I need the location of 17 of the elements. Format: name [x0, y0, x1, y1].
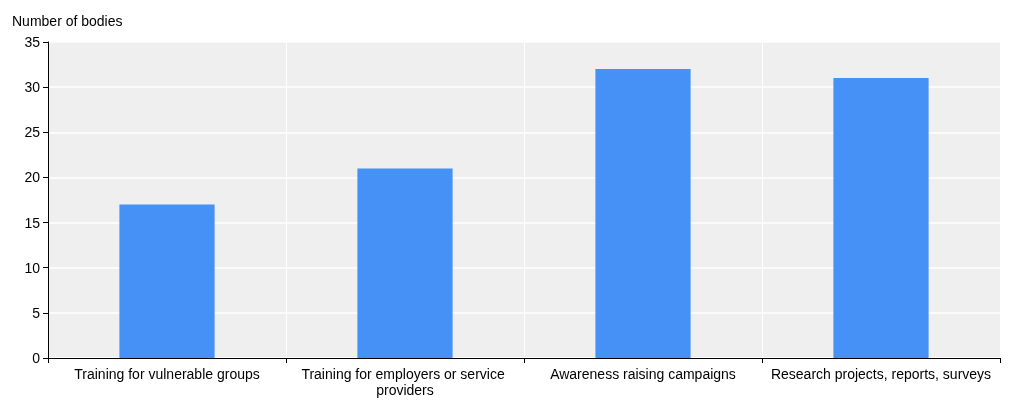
x-tick-label: Training for employers or service providers: [301, 366, 509, 398]
y-tick-label: 0: [32, 350, 41, 366]
bar: [595, 69, 691, 358]
y-tick-label: 10: [24, 259, 41, 276]
y-tick-label: 5: [32, 304, 41, 321]
y-tick-label: 35: [24, 34, 41, 50]
x-tick-label: Research projects, reports, surveys: [770, 366, 992, 382]
y-axis-title: Number of bodies: [12, 13, 123, 29]
y-tick-label: 15: [24, 214, 41, 231]
y-tick-label: 25: [24, 124, 41, 141]
x-tick-label: Training for vulnerable groups: [74, 366, 260, 382]
bar: [833, 78, 929, 358]
y-tick-label: 20: [24, 169, 41, 186]
bar: [357, 168, 453, 358]
x-tick-label: Awareness raising campaigns: [550, 366, 736, 382]
bar: [119, 204, 215, 358]
y-tick-label: 30: [24, 79, 41, 96]
